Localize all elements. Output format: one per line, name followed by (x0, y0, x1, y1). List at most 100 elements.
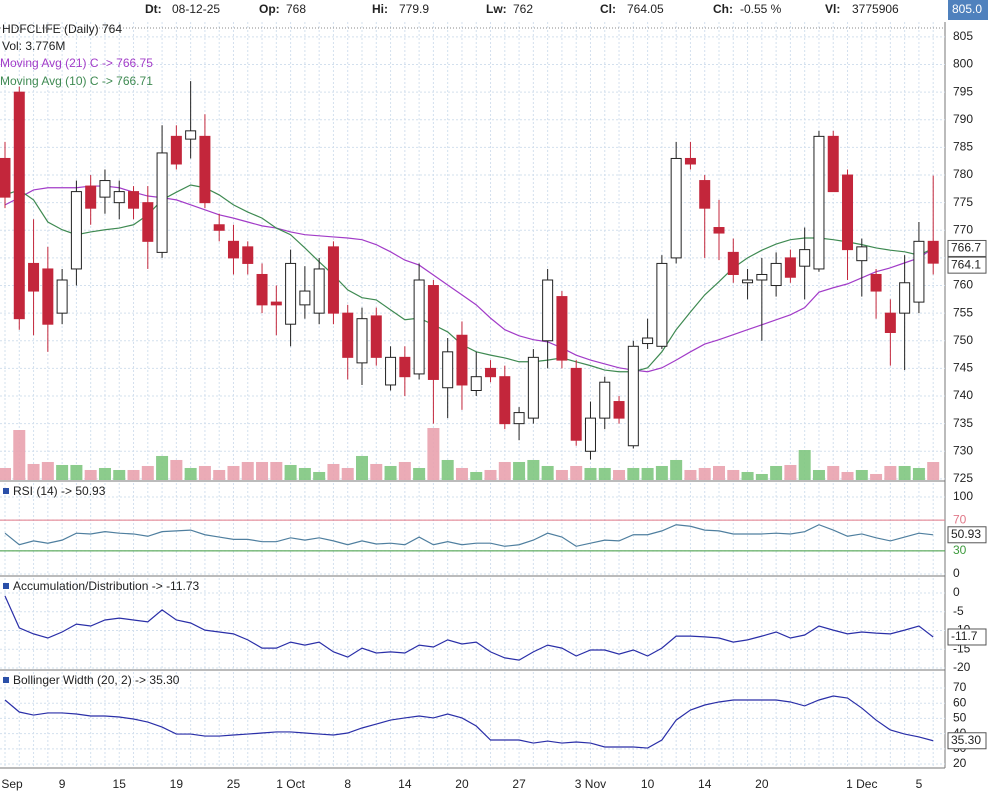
volume-bar (270, 461, 283, 480)
x-tick-label: 15 (113, 777, 127, 791)
volume-bar (484, 469, 497, 480)
y-tick-label: 30 (953, 543, 967, 557)
candle-body (656, 262, 668, 347)
candle-body (70, 191, 82, 270)
volume-bar (470, 471, 483, 480)
volume-bar (398, 461, 411, 480)
y-tick-label: -20 (953, 660, 971, 674)
volume-bar (798, 450, 811, 480)
volume-bar (327, 463, 340, 480)
candle-body (684, 157, 696, 165)
volume-bar (113, 469, 126, 480)
value-box-label: 764.1 (951, 257, 981, 271)
y-tick-label: 785 (953, 140, 973, 154)
y-tick-label: 770 (953, 222, 973, 236)
candle-body (584, 417, 596, 452)
series-line (4, 595, 934, 661)
volume-bar (670, 459, 683, 480)
candle-body (842, 174, 854, 251)
candle-body (342, 312, 354, 358)
volume-bar (455, 467, 468, 480)
y-tick-label: 795 (953, 84, 973, 98)
x-tick-label: 14 (698, 777, 712, 791)
series-line (4, 524, 934, 547)
x-tick-label: 14 (398, 777, 412, 791)
candle-body (56, 279, 68, 314)
x-tick-label: 1 Oct (276, 777, 305, 791)
volume-bar (498, 461, 511, 480)
x-tick-label: Sep (1, 777, 23, 791)
y-tick-label: 790 (953, 112, 973, 126)
value-box (947, 628, 987, 646)
volume-bar (613, 469, 626, 480)
header-label: Hi: (372, 2, 388, 16)
y-tick-label: 70 (953, 512, 967, 526)
y-tick-label: 805 (953, 29, 973, 43)
candle-body (213, 224, 225, 231)
legend-icon (3, 583, 9, 589)
x-tick-label: 5 (916, 777, 923, 791)
legend-entry: Moving Avg (10) C -> 766.71 (0, 74, 153, 88)
volume-bar (870, 473, 883, 480)
candle-body (427, 285, 439, 380)
y-tick-label: 745 (953, 361, 973, 375)
candle-body (185, 130, 197, 140)
candle-body (399, 356, 411, 378)
candle-body (42, 268, 54, 325)
candle-body (470, 376, 482, 391)
header-label: Cl: (600, 2, 616, 16)
volume-bar (356, 455, 368, 480)
candle-body (99, 180, 111, 198)
x-tick-label: 3 Nov (575, 777, 606, 791)
x-tick-label: 25 (227, 777, 241, 791)
candle-body (556, 296, 568, 361)
x-tick-label: 20 (755, 777, 769, 791)
y-tick-label: 730 (953, 443, 973, 457)
candle-body (370, 315, 382, 358)
volume-bar (413, 467, 426, 480)
candle-body (527, 356, 539, 419)
y-tick-label: 775 (953, 195, 973, 209)
volume-bar (584, 467, 597, 480)
volume-bar (241, 461, 254, 480)
header-value: 779.9 (399, 2, 429, 16)
y-tick-label: 20 (953, 756, 967, 770)
candle-body (413, 279, 425, 375)
candle-body (884, 312, 896, 333)
candle-body (485, 367, 497, 378)
volume-bar (641, 467, 654, 480)
candle-body (28, 262, 40, 292)
volume-bar (27, 463, 40, 480)
value-box (947, 239, 987, 257)
y-tick-label: 800 (953, 57, 973, 71)
volume-bar (341, 467, 354, 480)
candle-body (742, 279, 754, 284)
candle-body (670, 157, 682, 259)
candle-body (713, 227, 725, 234)
candle-body (170, 135, 182, 165)
candle-body (299, 290, 311, 306)
volume-bar (627, 467, 640, 480)
series-line (4, 695, 934, 749)
candle-body (927, 240, 939, 264)
volume-bar (384, 465, 397, 480)
candle-body (442, 351, 454, 389)
volume-bar (855, 469, 868, 480)
cursor-value: 805.0 (952, 2, 982, 16)
legend-entry: Bollinger Width (20, 2) -> 35.30 (13, 673, 180, 687)
volume-bar (755, 473, 768, 480)
candle-body (128, 191, 140, 209)
candle-body (899, 282, 911, 314)
volume-bar (555, 469, 568, 480)
volume-bar (198, 465, 211, 480)
volume-bar (298, 467, 311, 480)
header-label: Vl: (825, 2, 840, 16)
volume-bar (841, 471, 854, 480)
candle-body (142, 202, 154, 242)
y-tick-label: 70 (953, 680, 967, 694)
y-tick-label: 0 (953, 566, 960, 580)
volume-bar (184, 467, 197, 480)
candle-body (242, 246, 254, 264)
